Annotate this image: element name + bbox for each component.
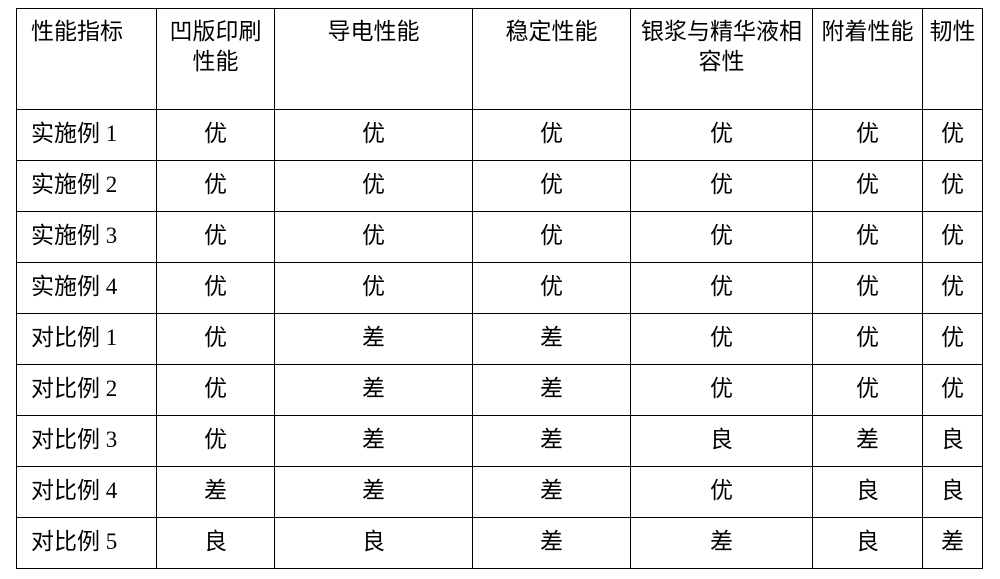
table-row: 对比例 4 差 差 差 优 良 良 — [17, 467, 983, 518]
table-cell: 差 — [923, 518, 983, 569]
table-cell: 优 — [473, 161, 631, 212]
table-row: 对比例 5 良 良 差 差 良 差 — [17, 518, 983, 569]
table-cell: 良 — [157, 518, 275, 569]
table-cell: 优 — [813, 263, 923, 314]
table-row: 对比例 2 优 差 差 优 优 优 — [17, 365, 983, 416]
table-cell: 优 — [631, 263, 813, 314]
table-cell: 优 — [157, 365, 275, 416]
table-cell: 差 — [473, 467, 631, 518]
col-header-adhesion: 附着性能 — [813, 9, 923, 110]
table-cell: 优 — [473, 212, 631, 263]
table-cell: 优 — [923, 365, 983, 416]
table-cell: 优 — [275, 263, 473, 314]
table-row: 实施例 2 优 优 优 优 优 优 — [17, 161, 983, 212]
table-cell: 良 — [923, 416, 983, 467]
table-cell: 优 — [631, 212, 813, 263]
table-cell: 差 — [275, 416, 473, 467]
col-header-compatibility: 银浆与精华液相容性 — [631, 9, 813, 110]
table-cell: 良 — [923, 467, 983, 518]
row-label: 对比例 1 — [17, 314, 157, 365]
table-row: 对比例 3 优 差 差 良 差 良 — [17, 416, 983, 467]
table-cell: 差 — [473, 314, 631, 365]
performance-table: 性能指标 凹版印刷性能 导电性能 稳定性能 银浆与精华液相容性 附着性能 韧性 … — [16, 8, 983, 569]
col-header-stability: 稳定性能 — [473, 9, 631, 110]
table-cell: 差 — [275, 314, 473, 365]
table-cell: 优 — [157, 314, 275, 365]
table-cell: 优 — [157, 161, 275, 212]
table-cell: 优 — [157, 416, 275, 467]
row-label: 实施例 1 — [17, 110, 157, 161]
col-header-toughness: 韧性 — [923, 9, 983, 110]
table-cell: 差 — [473, 365, 631, 416]
table-cell: 优 — [813, 314, 923, 365]
table-row: 实施例 1 优 优 优 优 优 优 — [17, 110, 983, 161]
table-cell: 优 — [923, 314, 983, 365]
table-cell: 差 — [473, 518, 631, 569]
table-cell: 良 — [275, 518, 473, 569]
table-cell: 差 — [473, 416, 631, 467]
table-container: 性能指标 凹版印刷性能 导电性能 稳定性能 银浆与精华液相容性 附着性能 韧性 … — [0, 0, 1000, 577]
row-label: 对比例 5 — [17, 518, 157, 569]
table-cell: 优 — [631, 365, 813, 416]
table-cell: 优 — [813, 161, 923, 212]
table-cell: 优 — [923, 110, 983, 161]
col-header-metric: 性能指标 — [17, 9, 157, 110]
table-cell: 优 — [631, 161, 813, 212]
table-cell: 差 — [631, 518, 813, 569]
table-cell: 优 — [275, 110, 473, 161]
table-cell: 优 — [631, 314, 813, 365]
table-cell: 优 — [275, 212, 473, 263]
row-label: 实施例 2 — [17, 161, 157, 212]
table-cell: 差 — [813, 416, 923, 467]
table-cell: 优 — [473, 263, 631, 314]
table-cell: 良 — [813, 467, 923, 518]
table-cell: 优 — [923, 212, 983, 263]
table-cell: 差 — [157, 467, 275, 518]
row-label: 对比例 2 — [17, 365, 157, 416]
table-cell: 优 — [157, 212, 275, 263]
row-label: 对比例 4 — [17, 467, 157, 518]
row-label: 实施例 3 — [17, 212, 157, 263]
table-row: 实施例 4 优 优 优 优 优 优 — [17, 263, 983, 314]
table-cell: 差 — [275, 365, 473, 416]
table-cell: 优 — [923, 161, 983, 212]
table-cell: 优 — [473, 110, 631, 161]
table-cell: 优 — [157, 110, 275, 161]
table-cell: 优 — [157, 263, 275, 314]
row-label: 对比例 3 — [17, 416, 157, 467]
table-cell: 良 — [631, 416, 813, 467]
table-row: 对比例 1 优 差 差 优 优 优 — [17, 314, 983, 365]
table-cell: 良 — [813, 518, 923, 569]
row-label: 实施例 4 — [17, 263, 157, 314]
col-header-conductivity: 导电性能 — [275, 9, 473, 110]
table-row: 实施例 3 优 优 优 优 优 优 — [17, 212, 983, 263]
table-cell: 优 — [631, 110, 813, 161]
table-header-row: 性能指标 凹版印刷性能 导电性能 稳定性能 银浆与精华液相容性 附着性能 韧性 — [17, 9, 983, 110]
table-cell: 优 — [813, 212, 923, 263]
table-cell: 优 — [923, 263, 983, 314]
table-cell: 优 — [813, 110, 923, 161]
table-cell: 差 — [275, 467, 473, 518]
table-cell: 优 — [275, 161, 473, 212]
table-cell: 优 — [813, 365, 923, 416]
table-cell: 优 — [631, 467, 813, 518]
col-header-gravure: 凹版印刷性能 — [157, 9, 275, 110]
